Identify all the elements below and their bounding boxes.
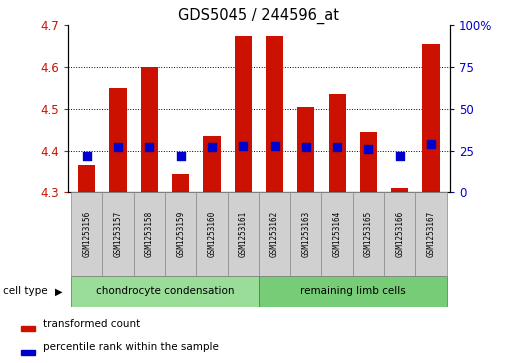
Text: chondrocyte condensation: chondrocyte condensation [96, 286, 234, 296]
Bar [360, 132, 377, 192]
FancyBboxPatch shape [259, 276, 447, 307]
Bar [423, 44, 440, 192]
Bar [391, 188, 408, 192]
Bar [328, 94, 346, 192]
FancyBboxPatch shape [353, 192, 384, 276]
Text: cell type: cell type [3, 286, 47, 296]
Text: GSM1253163: GSM1253163 [301, 211, 310, 257]
Point [333, 144, 342, 150]
FancyBboxPatch shape [71, 276, 259, 307]
Point [145, 144, 154, 150]
Text: GSM1253157: GSM1253157 [113, 211, 122, 257]
Bar [20, 326, 36, 331]
FancyBboxPatch shape [290, 192, 322, 276]
Point [302, 144, 310, 150]
Text: GSM1253164: GSM1253164 [333, 211, 342, 257]
Bar [109, 88, 127, 192]
Point [83, 153, 91, 159]
Point [208, 144, 216, 150]
Text: GSM1253161: GSM1253161 [238, 211, 248, 257]
FancyBboxPatch shape [134, 192, 165, 276]
Bar [78, 165, 95, 192]
Bar [172, 174, 189, 192]
Text: GSM1253160: GSM1253160 [208, 211, 217, 257]
Text: ▶: ▶ [55, 286, 62, 296]
Text: GSM1253159: GSM1253159 [176, 211, 185, 257]
Text: remaining limb cells: remaining limb cells [300, 286, 406, 296]
Bar [235, 36, 252, 192]
Point [270, 143, 279, 148]
FancyBboxPatch shape [228, 192, 259, 276]
FancyBboxPatch shape [196, 192, 228, 276]
Point [114, 144, 122, 150]
FancyBboxPatch shape [71, 192, 103, 276]
Point [395, 153, 404, 159]
Text: GSM1253158: GSM1253158 [145, 211, 154, 257]
Point [239, 143, 247, 148]
Point [427, 141, 435, 147]
Text: GSM1253165: GSM1253165 [364, 211, 373, 257]
Text: GSM1253156: GSM1253156 [82, 211, 92, 257]
FancyBboxPatch shape [259, 192, 290, 276]
FancyBboxPatch shape [165, 192, 196, 276]
Point [176, 153, 185, 159]
FancyBboxPatch shape [322, 192, 353, 276]
Bar [20, 350, 36, 355]
FancyBboxPatch shape [103, 192, 134, 276]
Text: GSM1253167: GSM1253167 [426, 211, 436, 257]
Point [364, 146, 372, 152]
FancyBboxPatch shape [384, 192, 415, 276]
Text: GSM1253162: GSM1253162 [270, 211, 279, 257]
Title: GDS5045 / 244596_at: GDS5045 / 244596_at [178, 8, 339, 24]
Text: GSM1253166: GSM1253166 [395, 211, 404, 257]
Bar [297, 107, 314, 192]
FancyBboxPatch shape [415, 192, 447, 276]
Bar [266, 36, 283, 192]
Text: transformed count: transformed count [43, 318, 140, 329]
Bar [203, 136, 221, 192]
Text: percentile rank within the sample: percentile rank within the sample [43, 342, 219, 352]
Bar [141, 67, 158, 192]
